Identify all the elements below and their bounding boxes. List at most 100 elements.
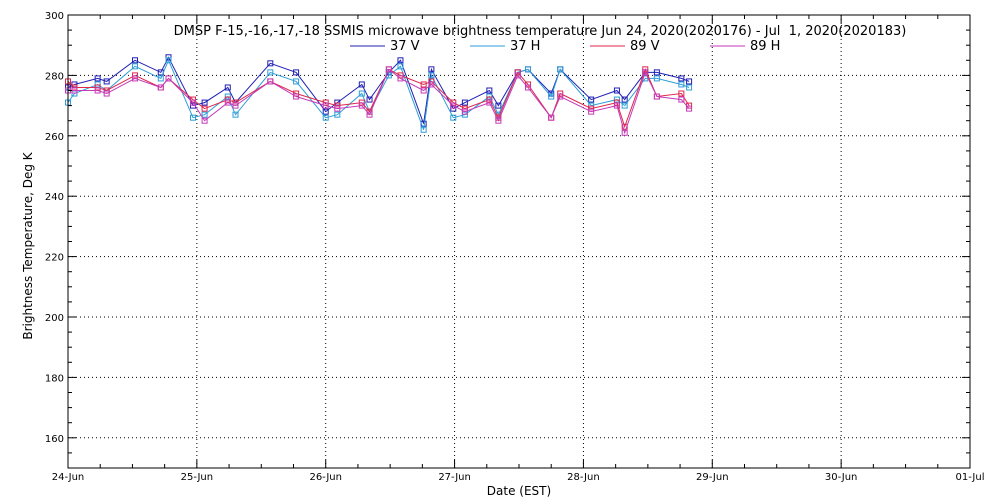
data-point-89-h [450, 102, 457, 109]
data-point-37-v [132, 57, 139, 64]
data-point-37-v [103, 78, 110, 85]
data-point-89-h [621, 129, 628, 136]
data-point-89-v [486, 96, 493, 103]
data-point-37-h [420, 126, 427, 133]
data-point-37-v [293, 69, 300, 76]
data-point-37-h [686, 84, 693, 91]
legend-label-37-h: 37 H [510, 39, 540, 54]
y-tick-label: 160 [45, 434, 64, 445]
data-point-37-v [461, 99, 468, 106]
data-point-89-h [201, 117, 208, 124]
data-point-89-h [189, 99, 196, 106]
data-point-89-h [366, 111, 373, 118]
series-37-v [65, 54, 693, 127]
data-point-37-v [495, 102, 502, 109]
data-point-89-h [525, 84, 532, 91]
data-point-37-h [293, 78, 300, 85]
series-37-h [65, 57, 693, 133]
data-point-37-h [232, 111, 239, 118]
data-point-89-v [322, 99, 329, 106]
data-point-37-h [486, 93, 493, 100]
data-point-37-h [358, 90, 365, 97]
data-point-89-h [358, 102, 365, 109]
data-point-89-h [678, 96, 685, 103]
data-point-37-v [358, 81, 365, 88]
data-point-89-h [267, 78, 274, 85]
data-point-89-h [132, 75, 139, 82]
data-point-37-v [94, 75, 101, 82]
data-point-89-h [103, 90, 110, 97]
series-89-h [65, 66, 693, 136]
data-point-89-h [420, 87, 427, 94]
data-point-37-h [557, 66, 564, 73]
plot-frame [67, 14, 971, 469]
x-tick-label: 27-Jun [438, 472, 471, 483]
y-axis-title: Brightness Temperature, Deg K [21, 151, 35, 339]
data-point-37-h [548, 93, 555, 100]
data-point-89-v [678, 90, 685, 97]
axis-layer: 160 180 200 220 240 260 280 300 24-Jun 25-Jun 26-J… [45, 11, 985, 483]
data-point-89-h [642, 69, 649, 76]
data-point-37-v [267, 60, 274, 67]
data-point-89-h [548, 114, 555, 121]
data-point-37-h [224, 93, 231, 100]
data-point-89-h [165, 75, 172, 82]
y-tick-label: 180 [45, 373, 64, 384]
data-point-37-v [678, 75, 685, 82]
data-point-89-h [461, 108, 468, 115]
data-point-37-v [613, 87, 620, 94]
data-point-37-h [189, 114, 196, 121]
legend-label-89-v: 89 V [630, 39, 660, 54]
data-point-37-h [525, 66, 532, 73]
data-point-37-v [686, 78, 693, 85]
data-point-37-h [157, 75, 164, 82]
data-point-37-h [322, 114, 329, 121]
x-tick-label: 26-Jun [309, 472, 342, 483]
data-point-89-v [358, 99, 365, 106]
y-tick-label: 260 [45, 132, 64, 143]
data-point-89-h [397, 75, 404, 82]
data-point-37-h [678, 81, 685, 88]
data-point-89-h [486, 99, 493, 106]
series-line-37-h [67, 59, 690, 130]
data-point-89-v [201, 105, 208, 112]
data-point-37-v [366, 96, 373, 103]
data-point-89-h [557, 93, 564, 100]
data-point-37-h [653, 75, 660, 82]
legend-label-37-v: 37 V [390, 39, 420, 54]
x-tick-label: 30-Jun [825, 472, 858, 483]
data-point-89-h [94, 87, 101, 94]
legend: 37 V 37 H 89 V 89 H [350, 39, 780, 54]
series-line-37-v [67, 56, 690, 124]
data-point-37-v [201, 99, 208, 106]
x-tick-label: 28-Jun [567, 472, 600, 483]
series-line-89-h [68, 68, 690, 135]
data-point-37-h [94, 81, 101, 88]
data-point-89-v [71, 84, 78, 91]
data-point-89-h [514, 72, 521, 79]
data-point-37-h [397, 63, 404, 70]
x-tick-label: 29-Jun [696, 472, 729, 483]
data-point-89-h [428, 81, 435, 88]
data-point-89-h [224, 99, 231, 106]
data-point-37-h [71, 90, 78, 97]
data-point-89-h [322, 102, 329, 109]
data-point-89-v [420, 81, 427, 88]
x-tick-label: 01-Jul [956, 472, 985, 483]
data-point-37-h [621, 102, 628, 109]
x-axis-title: Date (EST) [487, 484, 551, 498]
chart-title: DMSP F-15,-16,-17,-18 SSMIS microwave br… [174, 24, 907, 39]
data-point-37-h [132, 63, 139, 70]
x-tick-label: 24-Jun [52, 472, 85, 483]
y-tick-label: 200 [45, 313, 64, 324]
data-point-89-h [653, 93, 660, 100]
y-tick-label: 220 [45, 253, 64, 264]
data-point-37-v [653, 69, 660, 76]
data-point-89-h [495, 117, 502, 124]
data-point-89-h [613, 102, 620, 109]
data-point-37-h [267, 69, 274, 76]
data-point-37-v [621, 96, 628, 103]
legend-label-89-h: 89 H [750, 39, 780, 54]
data-point-37-h [461, 111, 468, 118]
